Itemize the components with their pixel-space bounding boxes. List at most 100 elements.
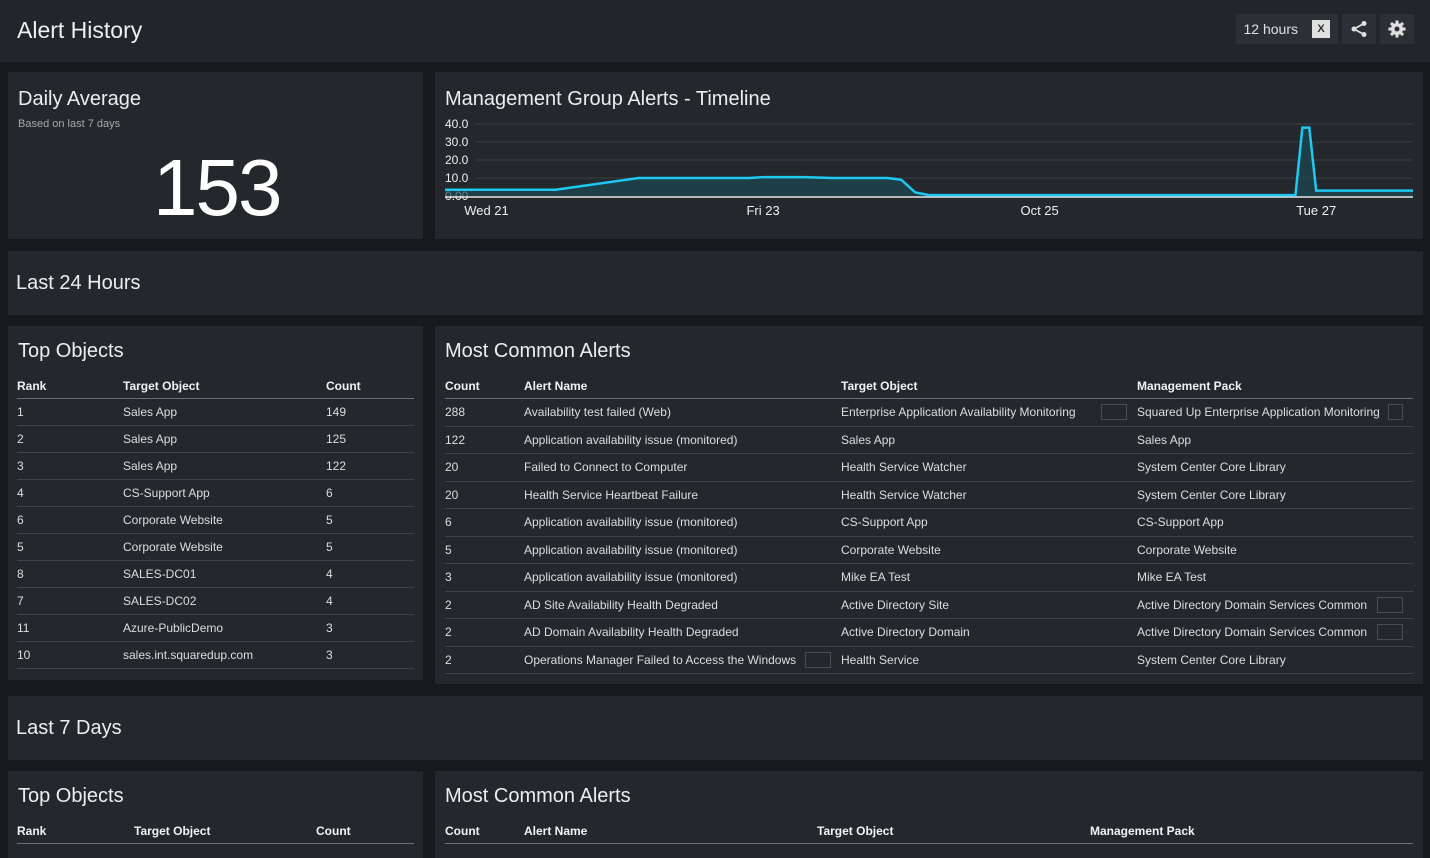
table-row[interactable]: 5 Corporate Website 5	[17, 533, 414, 561]
target-object-cell: Health Service Watcher	[841, 481, 1137, 509]
table-row[interactable]: 6 Application availability issue (monitor…	[445, 508, 1413, 537]
table-row[interactable]: 11 Azure-PublicDemo 3	[17, 614, 414, 642]
table-row[interactable]: 4 CS-Support App 6	[17, 479, 414, 507]
col-count[interactable]: Count	[326, 374, 414, 399]
table-row[interactable]: 20 Health Service Heartbeat Failure Health…	[445, 481, 1413, 509]
expand-text-button[interactable]	[1377, 596, 1403, 613]
target-object-cell: Sales App	[123, 425, 326, 453]
management-pack-cell-text: Sales App	[1137, 432, 1192, 447]
most-common-7d-title: Most Common Alerts	[445, 785, 631, 807]
series-line	[445, 126, 1413, 197]
alert-name-cell: Health Service Heartbeat Failure	[524, 481, 841, 509]
top-objects-7d-table: Rank Target Object Count	[17, 819, 414, 844]
table-row[interactable]: 288 Availability test failed (Web) Enterpr…	[445, 398, 1413, 427]
x-tick-label: Wed 21	[464, 203, 509, 218]
count-cell: 5	[326, 533, 414, 561]
daily-average-title: Daily Average	[18, 88, 142, 110]
target-object-cell: Enterprise Application Availability Moni…	[841, 398, 1137, 427]
share-button[interactable]	[1342, 14, 1376, 44]
col-target-object[interactable]: Target Object	[817, 819, 1090, 844]
management-pack-cell-text: System Center Core Library	[1137, 652, 1286, 667]
time-range-button[interactable]: 12 hours X	[1235, 14, 1338, 44]
target-object-cell: Active Directory Domain	[841, 618, 1137, 647]
last7-section-title: Last 7 Days	[16, 717, 122, 739]
table-row[interactable]: 2 Operations Manager Failed to Access the…	[445, 646, 1413, 674]
rank-cell: 5	[17, 533, 123, 561]
excel-export-icon[interactable]: X	[1312, 20, 1330, 38]
target-object-cell-text: Active Directory Site	[841, 597, 950, 612]
count-cell: 20	[445, 453, 524, 482]
rank-cell: 3	[17, 452, 123, 480]
count-cell: 6	[326, 479, 414, 507]
expand-text-button[interactable]	[805, 651, 831, 668]
expand-text-button[interactable]	[1387, 404, 1403, 421]
col-rank[interactable]: Rank	[17, 374, 123, 399]
table-row[interactable]: 3 Sales App 122	[17, 452, 414, 480]
col-count[interactable]: Count	[445, 819, 524, 844]
target-object-cell-text: Health Service Watcher	[841, 460, 967, 475]
target-object-cell: Active Directory Site	[841, 591, 1137, 619]
target-object-cell-text: Corporate Website	[841, 542, 941, 557]
alert-name-cell-text: AD Site Availability Health Degraded	[524, 597, 718, 612]
alert-name-cell: Availability test failed (Web)	[524, 398, 841, 427]
table-row[interactable]: 5 Application availability issue (monitor…	[445, 536, 1413, 564]
table-row[interactable]: 2 AD Site Availability Health Degraded Act…	[445, 591, 1413, 619]
most-common-24h-title: Most Common Alerts	[445, 340, 631, 362]
col-management-pack[interactable]: Management Pack	[1137, 374, 1413, 399]
count-cell-text: 2	[445, 597, 452, 612]
alert-name-cell: Failed to Connect to Computer	[524, 453, 841, 482]
table-row[interactable]: 2 Sales App 125	[17, 425, 414, 453]
count-cell: 2	[445, 646, 524, 674]
table-row[interactable]: 20 Failed to Connect to Computer Health Se…	[445, 453, 1413, 482]
col-rank[interactable]: Rank	[17, 819, 134, 844]
target-object-cell-text: Health Service	[841, 652, 920, 667]
target-object-cell: Mike EA Test	[841, 563, 1137, 592]
count-cell-text: 122	[445, 432, 466, 447]
table-row[interactable]: 2 AD Domain Availability Health Degraded A…	[445, 618, 1413, 647]
table-row[interactable]: 6 Corporate Website 5	[17, 506, 414, 534]
table-row[interactable]: 1 Sales App 149	[17, 398, 414, 426]
target-object-cell: Health Service Watcher	[841, 453, 1137, 482]
target-object-cell-text: CS-Support App	[841, 515, 928, 530]
management-pack-cell: System Center Core Library	[1137, 646, 1413, 674]
timeline-title: Management Group Alerts - Timeline	[445, 88, 771, 110]
col-target-object[interactable]: Target Object	[123, 374, 326, 399]
settings-button[interactable]	[1380, 14, 1414, 44]
target-object-cell: SALES-DC01	[123, 560, 326, 588]
col-alert-name[interactable]: Alert Name	[524, 819, 817, 844]
table-row[interactable]: 10 sales.int.squaredup.com 3	[17, 641, 414, 669]
expand-text-button[interactable]	[1101, 404, 1127, 421]
col-target-object[interactable]: Target Object	[134, 819, 316, 844]
rank-cell: 6	[17, 506, 123, 534]
table-row[interactable]: 122 Application availability issue (monit…	[445, 426, 1413, 454]
alert-name-cell: Application availability issue (monitore…	[524, 508, 841, 537]
count-cell-text: 2	[445, 625, 452, 640]
count-cell-text: 2	[445, 652, 452, 667]
y-tick-label: 20.0	[445, 153, 469, 167]
share-icon	[1351, 21, 1367, 37]
count-cell: 125	[326, 425, 414, 453]
count-cell: 5	[326, 506, 414, 534]
col-alert-name[interactable]: Alert Name	[524, 374, 841, 399]
table-row[interactable]: 8 SALES-DC01 4	[17, 560, 414, 588]
col-management-pack[interactable]: Management Pack	[1090, 819, 1413, 844]
table-row[interactable]: 7 SALES-DC02 4	[17, 587, 414, 615]
management-pack-cell-text: Active Directory Domain Services Common	[1137, 597, 1368, 612]
target-object-cell: Sales App	[123, 452, 326, 480]
col-count[interactable]: Count	[445, 374, 524, 399]
target-object-cell: Azure-PublicDemo	[123, 614, 326, 642]
alert-name-cell-text: Availability test failed (Web)	[524, 405, 671, 420]
expand-text-button[interactable]	[1377, 624, 1403, 641]
count-cell: 288	[445, 398, 524, 427]
count-cell-text: 5	[445, 542, 452, 557]
y-tick-label: 30.0	[445, 135, 469, 149]
col-target-object[interactable]: Target Object	[841, 374, 1137, 399]
col-count[interactable]: Count	[316, 819, 414, 844]
table-row[interactable]: 3 Application availability issue (monitor…	[445, 563, 1413, 592]
target-object-cell: Corporate Website	[841, 536, 1137, 564]
management-pack-cell: Sales App	[1137, 426, 1413, 454]
count-cell: 3	[445, 563, 524, 592]
management-pack-cell: Active Directory Domain Services Common	[1137, 618, 1413, 647]
management-pack-cell: Corporate Website	[1137, 536, 1413, 564]
count-cell: 5	[445, 536, 524, 564]
